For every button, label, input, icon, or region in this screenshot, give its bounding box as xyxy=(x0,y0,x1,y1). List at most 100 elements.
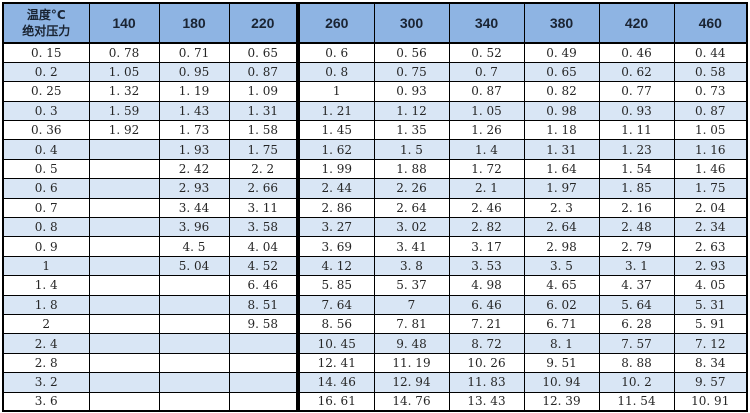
pressure-value-cell: 7. 64 xyxy=(298,294,375,315)
pressure-value-cell: 11. 19 xyxy=(373,352,450,374)
temp-header-220: 220 xyxy=(228,2,298,44)
pressure-value-cell xyxy=(158,372,230,393)
pressure-value-cell: 10. 45 xyxy=(298,333,375,354)
pressure-value-cell: 1. 31 xyxy=(523,139,600,160)
table-row-p1: 4. 12 3. 8 3. 53 3. 5 3. 1 2. 93 xyxy=(298,255,748,277)
table-row-p2: 8. 56 7. 81 7. 21 6. 71 6. 28 5. 91 xyxy=(298,313,748,335)
pressure-value-cell: 12. 94 xyxy=(373,372,450,393)
pressure-row-label: 3. 6 xyxy=(2,391,90,412)
table-row-p2.4: 2. 4 xyxy=(2,333,298,354)
pressure-value-cell: 10. 91 xyxy=(673,391,748,412)
corner-header-pressure-label: 绝对压力 xyxy=(22,24,71,38)
pressure-value-cell: 16. 61 xyxy=(298,391,375,412)
pressure-value-cell: 1. 05 xyxy=(448,100,525,122)
pressure-value-cell: 7 xyxy=(373,294,450,315)
table-row-p1: 1 5. 04 4. 52 xyxy=(2,255,298,277)
temp-header-180: 180 xyxy=(158,2,230,44)
temp-header-300: 300 xyxy=(373,2,450,44)
pressure-value-cell: 2. 3 xyxy=(523,197,600,219)
temp-header-380: 380 xyxy=(523,2,600,44)
pressure-value-cell xyxy=(158,294,230,315)
pressure-value-cell: 8. 56 xyxy=(298,313,375,335)
pressure-value-cell xyxy=(88,236,160,257)
pressure-value-cell xyxy=(88,217,160,238)
pressure-value-cell xyxy=(88,352,160,374)
pressure-value-cell xyxy=(88,197,160,219)
pressure-value-cell: 0. 8 xyxy=(298,61,375,83)
pressure-value-cell: 14. 46 xyxy=(298,372,375,393)
pressure-row-label: 0. 25 xyxy=(2,81,90,102)
pressure-value-cell: 1. 92 xyxy=(88,120,160,141)
pressure-value-cell xyxy=(158,275,230,296)
pressure-value-cell: 5. 04 xyxy=(158,255,230,277)
pressure-value-cell: 4. 05 xyxy=(673,275,748,296)
pressure-value-cell: 3. 96 xyxy=(158,217,230,238)
pressure-value-cell: 6. 46 xyxy=(228,275,298,296)
pressure-value-cell: 14. 76 xyxy=(373,391,450,412)
pressure-row-label: 1 xyxy=(2,255,90,277)
table-row-p3.6: 3. 6 xyxy=(2,391,298,412)
pressure-value-cell: 9. 57 xyxy=(673,372,748,393)
pressure-value-cell: 0. 65 xyxy=(228,42,298,63)
pressure-value-cell: 3. 27 xyxy=(298,217,375,238)
pressure-value-cell: 5. 31 xyxy=(673,294,748,315)
pressure-value-cell: 2. 46 xyxy=(448,197,525,219)
pressure-value-cell: 7. 57 xyxy=(598,333,675,354)
table-row-p0.4: 0. 4 1. 93 1. 75 xyxy=(2,139,298,160)
table-row-p3.2: 14. 46 12. 94 11. 83 10. 94 10. 2 9. 57 xyxy=(298,372,748,393)
pressure-value-cell xyxy=(88,333,160,354)
pressure-value-cell: 0. 87 xyxy=(448,81,525,102)
pressure-value-cell: 0. 52 xyxy=(448,42,525,63)
pressure-value-cell: 0. 44 xyxy=(673,42,748,63)
table-row-p0.5: 0. 5 2. 42 2. 2 xyxy=(2,158,298,180)
pressure-value-cell: 3. 8 xyxy=(373,255,450,277)
table-row-p1.8: 7. 64 7 6. 46 6. 02 5. 64 5. 31 xyxy=(298,294,748,315)
pressure-value-cell: 9. 48 xyxy=(373,333,450,354)
pressure-value-cell: 2. 64 xyxy=(523,217,600,238)
pressure-value-cell: 1 xyxy=(298,81,375,102)
pressure-value-cell: 1. 45 xyxy=(298,120,375,141)
pressure-value-cell: 4. 12 xyxy=(298,255,375,277)
pressure-value-cell: 1. 43 xyxy=(158,100,230,122)
pressure-value-cell: 3. 1 xyxy=(598,255,675,277)
pressure-value-cell: 4. 5 xyxy=(158,236,230,257)
pressure-value-cell: 11. 83 xyxy=(448,372,525,393)
pressure-value-cell: 3. 17 xyxy=(448,236,525,257)
pressure-row-label: 0. 2 xyxy=(2,61,90,83)
pressure-row-label: 1. 4 xyxy=(2,275,90,296)
pressure-value-cell: 0. 75 xyxy=(373,61,450,83)
pressure-row-label: 2 xyxy=(2,313,90,335)
pressure-value-cell: 3. 11 xyxy=(228,197,298,219)
pressure-value-cell xyxy=(88,158,160,180)
pressure-value-cell: 2. 34 xyxy=(673,217,748,238)
pressure-value-cell: 1. 75 xyxy=(673,178,748,199)
table-row-p1.4: 1. 4 6. 46 xyxy=(2,275,298,296)
pressure-value-cell: 1. 16 xyxy=(673,139,748,160)
pressure-value-cell: 0. 82 xyxy=(523,81,600,102)
pressure-value-cell: 1. 09 xyxy=(228,81,298,102)
pressure-value-cell: 2. 2 xyxy=(228,158,298,180)
pressure-row-label: 1. 8 xyxy=(2,294,90,315)
pressure-value-cell: 8. 51 xyxy=(228,294,298,315)
pressure-value-cell: 7. 21 xyxy=(448,313,525,335)
table-row-p0.9: 3. 69 3. 41 3. 17 2. 98 2. 79 2. 63 xyxy=(298,236,748,257)
pressure-value-cell: 0. 71 xyxy=(158,42,230,63)
table-row-p0.6: 0. 6 2. 93 2. 66 xyxy=(2,178,298,199)
table-row-p2.4: 10. 45 9. 48 8. 72 8. 1 7. 57 7. 12 xyxy=(298,333,748,354)
pressure-value-cell: 1. 85 xyxy=(598,178,675,199)
table-row-p2.8: 2. 8 xyxy=(2,352,298,374)
pressure-value-cell: 9. 58 xyxy=(228,313,298,335)
pressure-value-cell: 2. 44 xyxy=(298,178,375,199)
pressure-value-cell: 12. 41 xyxy=(298,352,375,374)
table-row-p0.2: 0. 8 0. 75 0. 7 0. 65 0. 62 0. 58 xyxy=(298,61,748,83)
pressure-value-cell: 6. 46 xyxy=(448,294,525,315)
pressure-value-cell: 1. 58 xyxy=(228,120,298,141)
pressure-value-cell: 8. 72 xyxy=(448,333,525,354)
table-row-p0.25: 0. 25 1. 32 1. 19 1. 09 xyxy=(2,81,298,102)
pressure-value-cell: 1. 11 xyxy=(598,120,675,141)
table-row-p3.2: 3. 2 xyxy=(2,372,298,393)
pressure-value-cell: 5. 64 xyxy=(598,294,675,315)
pressure-value-cell: 10. 94 xyxy=(523,372,600,393)
table-right-half: 260 300 340 380 420 460 0. 6 0. 56 0. 52 0. 49 0. … xyxy=(298,2,748,413)
